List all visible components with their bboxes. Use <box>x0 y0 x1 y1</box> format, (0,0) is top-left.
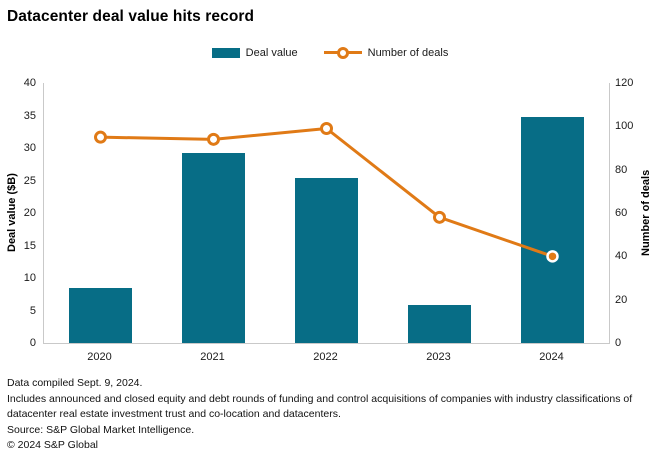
footer-line-source: Source: S&P Global Market Intelligence. <box>7 423 195 436</box>
deals-marker-2021 <box>207 132 220 146</box>
line-swatch-marker <box>336 47 349 59</box>
x-axis-label-2023: 2023 <box>426 351 451 363</box>
left-axis-tick-40: 40 <box>23 77 36 89</box>
bar-2024 <box>521 116 584 343</box>
legend-label-number-of-deals: Number of deals <box>367 46 449 59</box>
left-axis-tick-20: 20 <box>23 207 36 219</box>
bar-2021 <box>182 152 245 343</box>
footer-notes: Data compiled Sept. 9, 2024. Includes an… <box>7 376 655 454</box>
left-axis-tick-35: 35 <box>23 109 36 122</box>
deals-marker-2020 <box>94 130 107 144</box>
deals-marker-2023 <box>433 210 446 224</box>
right-axis-tick-100: 100 <box>615 120 634 133</box>
footer-line-methodology: Includes announced and closed equity and… <box>7 392 633 421</box>
deals-marker-2024 <box>546 250 559 263</box>
plot-area <box>43 83 610 344</box>
x-axis-label-2024: 2024 <box>539 351 564 363</box>
left-axis-tick-10: 10 <box>23 272 36 284</box>
left-axis-tick-30: 30 <box>23 142 36 154</box>
x-axis-label-2022: 2022 <box>313 351 338 363</box>
bar-swatch-icon <box>211 47 240 58</box>
legend-item-deal-value: Deal value <box>211 46 298 59</box>
deals-line <box>100 126 553 258</box>
right-axis-title: Number of deals <box>640 169 652 257</box>
deals-line-layer <box>94 122 559 263</box>
legend-item-number-of-deals: Number of deals <box>323 46 449 59</box>
line-marker-swatch-icon <box>323 46 362 59</box>
left-axis-tick-5: 5 <box>29 304 36 317</box>
legend-label-deal-value: Deal value <box>245 46 298 59</box>
right-axis-tick-120: 120 <box>615 77 634 89</box>
chart-title: Datacenter deal value hits record <box>7 8 255 25</box>
right-axis-tick-0: 0 <box>615 337 622 349</box>
x-axis-label-2021: 2021 <box>200 351 225 363</box>
left-axis-tick-15: 15 <box>23 239 36 252</box>
left-axis-tick-0: 0 <box>29 337 36 349</box>
bar-2020 <box>69 288 132 343</box>
right-axis-tick-20: 20 <box>615 293 628 306</box>
x-axis-label-2020: 2020 <box>87 351 112 363</box>
footer-line-copyright: © 2024 S&P Global <box>7 439 99 451</box>
footer-line-compiled: Data compiled Sept. 9, 2024. <box>7 377 143 389</box>
right-axis-tick-80: 80 <box>615 163 628 176</box>
right-axis-tick-60: 60 <box>615 207 628 219</box>
bar-2022 <box>295 177 358 343</box>
bar-2023 <box>408 304 471 343</box>
left-axis-tick-25: 25 <box>23 174 36 187</box>
legend: Deal value Number of deals <box>0 46 660 59</box>
right-axis-tick-40: 40 <box>615 250 628 263</box>
deals-marker-2022 <box>320 122 333 135</box>
